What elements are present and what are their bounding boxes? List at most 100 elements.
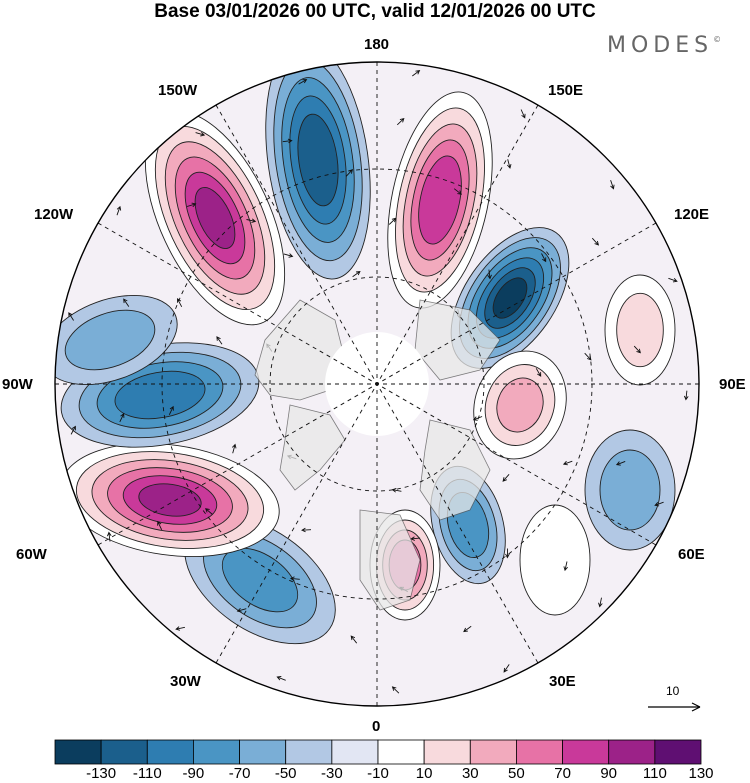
wind-arrow-icon — [563, 561, 568, 572]
wind-arrow-icon — [503, 664, 510, 673]
anomaly-170w — [265, 62, 371, 280]
wind-arrow-icon — [175, 626, 185, 631]
colorbar-tick-label: 10 — [415, 765, 433, 782]
coastlines — [254, 299, 501, 611]
wind-arrow-icon — [350, 635, 358, 644]
anomaly-150w — [144, 110, 286, 326]
anomaly-contour — [221, 547, 299, 613]
colorbar-swatch — [562, 739, 610, 765]
wind-arrow-icon — [505, 548, 510, 559]
wind-arrow-icon — [633, 345, 641, 354]
lon-label-150e: 150E — [548, 82, 584, 99]
colorbar-tick-label: 110 — [642, 765, 667, 782]
colorbar-swatch — [469, 739, 517, 765]
lon-label-180: 180 — [364, 36, 390, 53]
wind-arrow-icon — [535, 368, 542, 377]
wind-arrow-icon — [396, 117, 405, 126]
wind-arrow-icon — [301, 527, 312, 533]
wind-arrow-icon — [123, 298, 130, 307]
wind-arrow-icon — [186, 202, 197, 208]
colorbar-tick-label: 130 — [688, 765, 714, 782]
colorbar-tick-label: -10 — [367, 765, 389, 782]
colorbar — [54, 739, 702, 765]
colorbar-tick-label: 30 — [461, 765, 479, 782]
wind-arrow-icon — [276, 676, 286, 681]
colorbar-swatch — [54, 739, 102, 765]
wind-arrow-icon — [463, 625, 472, 633]
colorbar-swatch — [331, 739, 379, 765]
wind-arrow-icon — [216, 336, 223, 345]
colorbar-tick-label: -130 — [86, 765, 117, 782]
wind-arrow-icon — [562, 460, 573, 466]
wind-arrow-icon — [410, 536, 421, 541]
landmass-scandinavia — [419, 419, 491, 521]
wind-arrow-icon — [506, 159, 512, 169]
lon-label-90e: 90E — [719, 376, 746, 393]
wind-arrow-icon — [282, 138, 293, 144]
colorbar-swatch — [239, 739, 287, 765]
arrow-head-icon — [691, 702, 701, 712]
anomaly-contour — [297, 113, 339, 207]
anomaly-contour — [519, 504, 591, 616]
wind-arrow-icon — [388, 217, 397, 225]
anomaly-contour — [616, 292, 664, 368]
colorbar-swatch — [377, 739, 425, 765]
wind-arrow-icon — [204, 508, 213, 515]
anomaly-contour — [138, 483, 202, 517]
graticule — [55, 62, 699, 706]
colorbar-tick-label: -70 — [228, 765, 251, 782]
wind-arrow-icon — [541, 253, 547, 263]
wind-arrow-icon — [289, 576, 300, 582]
landmass-canadian-archipelago — [254, 299, 346, 401]
wind-arrow-icon — [246, 218, 257, 223]
wind-arrow-icon — [487, 269, 492, 280]
reference-vector — [648, 702, 701, 712]
wind-arrow-icon — [68, 312, 74, 321]
map-border — [54, 61, 700, 707]
colorbar-tick-label: 50 — [508, 765, 525, 782]
wind-vector-layer — [68, 70, 689, 694]
map-disk — [55, 62, 699, 706]
lon-label-150w: 150W — [158, 82, 198, 99]
anomaly-contour — [114, 370, 206, 420]
wind-arrow-icon — [168, 405, 174, 415]
wind-arrow-icon — [668, 277, 678, 283]
anomaly-contour — [418, 155, 462, 245]
anomaly-contour — [194, 187, 236, 249]
wind-arrow-icon — [352, 270, 361, 278]
anomaly-65e — [584, 429, 676, 551]
colorbar-swatch — [146, 739, 194, 765]
anomaly-100w — [55, 294, 178, 386]
colorbar-swatch — [608, 739, 656, 765]
lon-label-60e: 60E — [678, 546, 705, 563]
anomaly-contour — [492, 277, 528, 319]
colorbar-swatch — [423, 739, 471, 765]
wind-arrow-icon — [283, 253, 294, 258]
landmass-greenland — [279, 404, 346, 491]
colorbar-tick-label: 70 — [554, 765, 571, 782]
wind-arrow-icon — [453, 188, 463, 195]
anomaly-100e — [604, 274, 676, 386]
colorbar-swatch — [516, 739, 563, 765]
anomaly-50e — [519, 504, 591, 616]
wind-arrow-icon — [106, 531, 112, 542]
colorbar-tick-label: -50 — [274, 765, 297, 782]
anomaly-70w — [60, 442, 280, 558]
lon-label-120w: 120W — [34, 206, 74, 223]
modes-logo: MODES© — [607, 33, 722, 58]
colorbar-swatch — [654, 739, 702, 765]
wind-arrow-icon — [472, 416, 483, 421]
colorbar-tick-label: -90 — [182, 765, 205, 782]
wind-arrow-icon — [591, 237, 600, 246]
anomaly-contour — [496, 377, 544, 433]
colorbar-tick-label: 90 — [600, 765, 618, 782]
wind-arrow-icon — [654, 501, 664, 507]
colorbar-tick-label: -110 — [132, 765, 162, 782]
lon-label-60w: 60W — [16, 546, 47, 563]
reference-vector-label: 10 — [666, 684, 680, 698]
anomaly-contour — [599, 449, 661, 531]
graticule-circle-70n — [269, 276, 485, 492]
meridian-120 — [97, 222, 657, 546]
wind-arrow-icon — [157, 520, 163, 530]
